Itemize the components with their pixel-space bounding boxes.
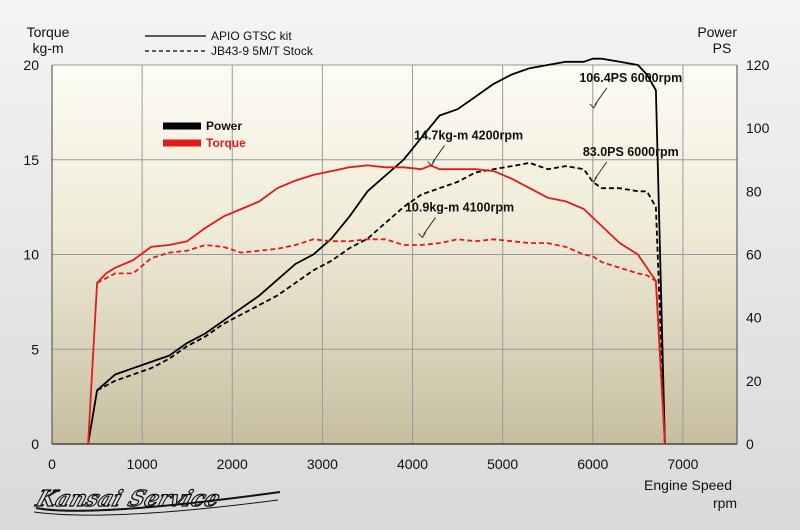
series-lines — [87, 57, 666, 445]
right-tick-label: 120 — [746, 57, 770, 73]
legend-power-label: Power — [206, 119, 242, 133]
x-tick-label: 2000 — [217, 456, 248, 472]
annotation-arrowhead — [427, 160, 435, 167]
legend-solid-label: APIO GTSC kit — [211, 29, 292, 43]
x-tick-label: 5000 — [487, 456, 518, 472]
x-axis-unit: rpm — [713, 495, 737, 511]
x-tick-label: 4000 — [397, 456, 428, 472]
svg-text:Kansai Service: Kansai Service — [32, 487, 223, 512]
grid — [51, 64, 738, 445]
left-tick-label: 0 — [31, 436, 39, 452]
torque-stock-line — [96, 238, 666, 445]
left-tick-label: 10 — [23, 247, 39, 263]
annotation-arrow — [423, 217, 436, 235]
right-tick-label: 40 — [746, 310, 762, 326]
annotation-label: 14.7kg-m 4200rpm — [414, 128, 523, 142]
x-tick-label: 6000 — [577, 456, 608, 472]
left-tick-label: 20 — [23, 57, 39, 73]
annotation-arrowhead — [418, 232, 426, 239]
x-tick-label: 7000 — [667, 456, 698, 472]
annotation-arrow — [594, 87, 608, 106]
x-axis-title: Engine Speed — [644, 477, 732, 493]
annotation-label: 83.0PS 6000rpm — [583, 145, 679, 159]
left-axis-title: Torque — [27, 24, 70, 40]
left-axis-unit: kg-m — [32, 40, 63, 56]
legend-dashed-label: JB43-9 5M/T Stock — [211, 44, 314, 58]
annotation-arrowhead — [589, 102, 598, 109]
right-tick-label: 20 — [746, 373, 762, 389]
power-stock-line — [96, 161, 666, 445]
x-tick-label: 3000 — [307, 456, 338, 472]
right-axis-title: Power — [697, 24, 737, 40]
left-tick-label: 15 — [23, 152, 39, 168]
annotation-label: 106.4PS 6000rpm — [579, 71, 682, 85]
legend-torque-label: Torque — [206, 136, 246, 150]
torque-apio-line — [87, 164, 666, 445]
right-tick-label: 60 — [746, 247, 762, 263]
right-tick-label: 80 — [746, 183, 762, 199]
right-axis-unit: PS — [713, 40, 732, 56]
annotation-arrowhead — [589, 176, 598, 183]
left-tick-label: 5 — [31, 341, 39, 357]
kansai-service-logo: Kansai Service — [31, 486, 281, 516]
right-tick-label: 100 — [746, 120, 770, 136]
right-tick-label: 0 — [746, 436, 754, 452]
x-tick-label: 0 — [48, 456, 56, 472]
annotation-arrow — [432, 145, 445, 163]
annotations: 106.4PS 6000rpm 14.7kg-m 4200rpm 83.0PS 60… — [405, 71, 682, 239]
annotation-label: 10.9kg-m 4100rpm — [405, 200, 514, 214]
annotation-arrow — [594, 161, 608, 180]
x-tick-label: 1000 — [127, 456, 158, 472]
